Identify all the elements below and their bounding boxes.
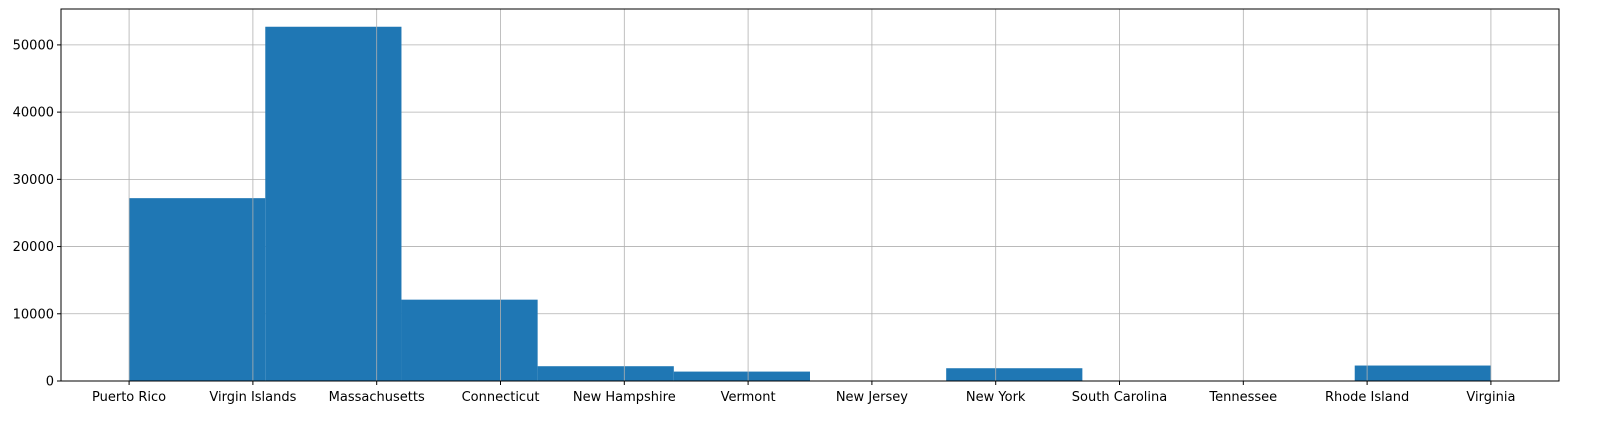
histogram-bar <box>673 371 810 381</box>
x-tick-label: Virginia <box>1466 390 1515 405</box>
x-axis: Puerto Rico Virgin Islands Massachusetts Co… <box>92 381 1515 405</box>
y-tick-label: 10000 <box>13 307 54 322</box>
histogram-bar <box>1354 365 1491 381</box>
histogram-bar <box>129 198 266 381</box>
x-tick-label: Massachusetts <box>329 390 425 405</box>
histogram-bar <box>946 368 1083 381</box>
histogram-bar <box>537 366 674 381</box>
x-tick-label: New York <box>966 390 1026 405</box>
bars-layer <box>129 26 1491 381</box>
x-tick-label: New Hampshire <box>573 390 676 405</box>
y-tick-label: 40000 <box>13 106 54 121</box>
y-tick-label: 30000 <box>13 173 54 188</box>
x-tick-label: Rhode Island <box>1325 390 1409 405</box>
x-tick-label: Connecticut <box>462 390 540 405</box>
x-tick-label: Vermont <box>721 390 776 405</box>
x-tick-label: South Carolina <box>1072 390 1167 405</box>
y-tick-label: 0 <box>46 375 54 390</box>
histogram-bar <box>401 299 538 381</box>
plot-frame <box>60 8 1560 382</box>
y-tick-label: 50000 <box>13 38 54 53</box>
y-tick-label: 20000 <box>13 240 54 255</box>
x-tick-label: Virgin Islands <box>209 390 296 405</box>
x-tick-label: Puerto Rico <box>92 390 166 405</box>
histogram-bar <box>265 26 402 381</box>
x-tick-label: Tennessee <box>1208 390 1277 405</box>
y-axis: 0 10000 20000 30000 40000 50000 <box>13 38 61 390</box>
x-tick-label: New Jersey <box>836 390 908 405</box>
x-grid-overlay <box>128 9 1492 381</box>
